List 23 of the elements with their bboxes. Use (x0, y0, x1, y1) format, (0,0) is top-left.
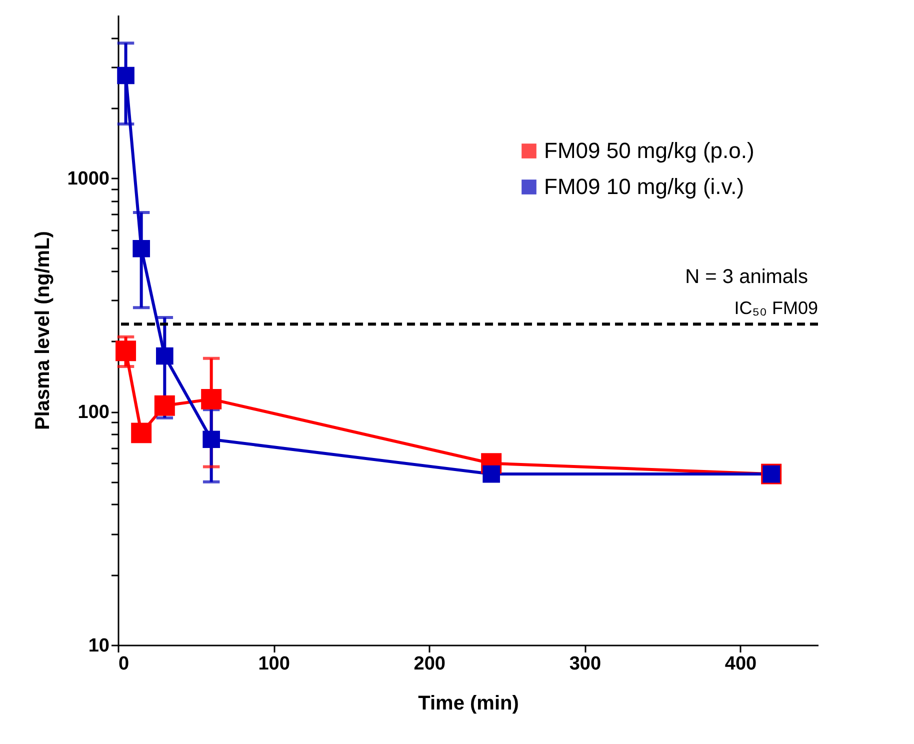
legend-label: FM09 10 mg/kg (i.v.) (544, 174, 744, 199)
x-tick-label: 0 (118, 654, 130, 674)
y-axis-title: Plasma level (ng/mL) (32, 231, 54, 430)
y-tick-label: 10 (88, 636, 110, 656)
annotation: N = 3 animals (685, 266, 808, 288)
point (154, 395, 175, 416)
point (116, 340, 136, 362)
y-tick-label: 1000 (67, 168, 110, 190)
x-axis-title: Time (min) (418, 692, 519, 714)
ref-line-label: IC₅₀ FM09 (734, 298, 818, 318)
point (132, 240, 150, 258)
point (201, 388, 222, 410)
point (482, 465, 500, 483)
x-tick-label: 100 (258, 654, 290, 674)
point (202, 430, 220, 448)
legend-label: FM09 50 mg/kg (p.o.) (544, 138, 754, 163)
x-tick-label: 300 (569, 654, 602, 674)
x-tick-label: 400 (724, 654, 757, 674)
point (156, 347, 174, 365)
x-tick-label: 200 (414, 654, 446, 674)
point (131, 422, 152, 444)
point (117, 66, 134, 84)
y-tick-label: 100 (78, 402, 110, 424)
